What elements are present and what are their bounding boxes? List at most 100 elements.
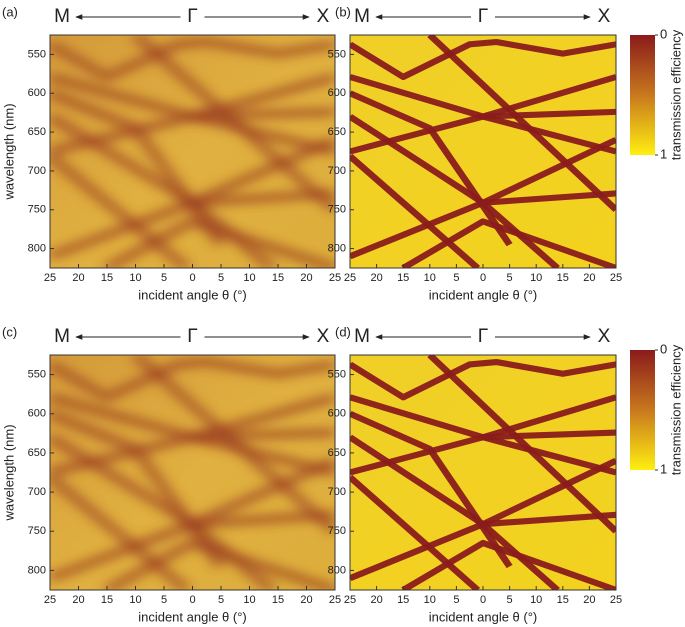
x-axis-title: incident angle θ (°) xyxy=(138,287,247,302)
x-tick-label: 20 xyxy=(72,272,84,284)
y-axis-title: wavelength (nm) xyxy=(1,103,16,200)
y-tick-label: 750 xyxy=(328,525,346,537)
x-tick-label: 0 xyxy=(480,594,486,606)
x-tick-label: 5 xyxy=(218,594,224,606)
x-tick-label: 5 xyxy=(453,272,459,284)
y-tick-label: 750 xyxy=(328,204,346,216)
colorbar-title: transmission efficiency xyxy=(668,344,683,475)
x-tick-label: 5 xyxy=(218,272,224,284)
colorbar-tick-label: 1 xyxy=(660,146,667,161)
x-tick-label: 20 xyxy=(72,594,84,606)
x-tick-label: 25 xyxy=(329,594,341,606)
x-tick-label: 15 xyxy=(101,594,113,606)
colorbar-title: transmission efficiency xyxy=(668,29,683,160)
y-tick-label: 600 xyxy=(28,87,46,99)
direction-label: X xyxy=(317,326,330,347)
panel-label: (b) xyxy=(335,4,351,19)
x-tick-label: 20 xyxy=(300,272,312,284)
direction-label: M xyxy=(54,326,70,347)
y-tick-label: 700 xyxy=(28,486,46,498)
x-tick-label: 10 xyxy=(129,272,141,284)
x-axis-title: incident angle θ (°) xyxy=(138,609,247,624)
direction-label: Γ xyxy=(187,326,197,347)
x-axis-title: incident angle θ (°) xyxy=(429,609,538,624)
x-tick-label: 25 xyxy=(344,272,356,284)
colorbar-tick-label: 1 xyxy=(660,461,667,476)
direction-label: M xyxy=(354,6,370,27)
colorbar xyxy=(630,35,655,155)
x-tick-label: 10 xyxy=(243,594,255,606)
x-tick-label: 0 xyxy=(189,594,195,606)
direction-label: Γ xyxy=(478,6,488,27)
x-tick-label: 10 xyxy=(530,272,542,284)
y-tick-label: 750 xyxy=(28,204,46,216)
heatmap xyxy=(50,35,335,268)
x-tick-label: 15 xyxy=(397,594,409,606)
colorbar-tick-label: 0 xyxy=(660,26,667,41)
y-tick-label: 600 xyxy=(328,87,346,99)
x-tick-label: 25 xyxy=(44,272,56,284)
y-tick-label: 800 xyxy=(28,242,46,254)
x-tick-label: 15 xyxy=(397,272,409,284)
y-tick-label: 600 xyxy=(328,408,346,420)
y-tick-label: 650 xyxy=(328,447,346,459)
y-tick-label: 800 xyxy=(328,242,346,254)
y-tick-label: 700 xyxy=(328,165,346,177)
x-tick-label: 15 xyxy=(272,272,284,284)
y-tick-label: 550 xyxy=(328,368,346,380)
x-tick-label: 10 xyxy=(129,594,141,606)
direction-label: M xyxy=(354,326,370,347)
panel-label: (d) xyxy=(335,324,351,339)
x-tick-label: 10 xyxy=(424,272,436,284)
y-tick-label: 550 xyxy=(28,368,46,380)
y-tick-label: 550 xyxy=(28,48,46,60)
x-tick-label: 5 xyxy=(161,272,167,284)
direction-label: Γ xyxy=(187,6,197,27)
y-tick-label: 800 xyxy=(28,564,46,576)
heatmap xyxy=(350,355,616,590)
y-tick-label: 700 xyxy=(28,165,46,177)
x-tick-label: 0 xyxy=(189,272,195,284)
x-tick-label: 15 xyxy=(557,272,569,284)
x-tick-label: 15 xyxy=(101,272,113,284)
x-tick-label: 20 xyxy=(300,594,312,606)
x-tick-label: 25 xyxy=(344,594,356,606)
x-tick-label: 10 xyxy=(530,594,542,606)
x-tick-label: 5 xyxy=(161,594,167,606)
x-axis-title: incident angle θ (°) xyxy=(429,287,538,302)
x-tick-label: 5 xyxy=(453,594,459,606)
x-tick-label: 20 xyxy=(583,272,595,284)
x-tick-label: 10 xyxy=(424,594,436,606)
x-tick-label: 15 xyxy=(557,594,569,606)
colorbar-tick-label: 0 xyxy=(660,341,667,356)
x-tick-label: 15 xyxy=(272,594,284,606)
x-tick-label: 5 xyxy=(507,272,513,284)
heatmap xyxy=(50,355,335,590)
y-tick-label: 800 xyxy=(328,564,346,576)
x-tick-label: 20 xyxy=(370,594,382,606)
direction-label: M xyxy=(54,6,70,27)
x-tick-label: 25 xyxy=(610,272,622,284)
y-tick-label: 700 xyxy=(328,486,346,498)
panel-label: (c) xyxy=(2,324,17,339)
y-tick-label: 650 xyxy=(28,126,46,138)
x-tick-label: 10 xyxy=(243,272,255,284)
direction-label: X xyxy=(598,326,611,347)
heatmap xyxy=(350,35,616,268)
y-tick-label: 600 xyxy=(28,408,46,420)
x-tick-label: 25 xyxy=(44,594,56,606)
x-tick-label: 20 xyxy=(370,272,382,284)
x-tick-label: 0 xyxy=(480,272,486,284)
direction-label: X xyxy=(317,6,330,27)
y-tick-label: 650 xyxy=(328,126,346,138)
x-tick-label: 25 xyxy=(329,272,341,284)
x-tick-label: 5 xyxy=(507,594,513,606)
colorbar xyxy=(630,350,655,470)
y-tick-label: 750 xyxy=(28,525,46,537)
direction-label: Γ xyxy=(478,326,488,347)
x-tick-label: 25 xyxy=(610,594,622,606)
panel-label: (a) xyxy=(2,4,18,19)
direction-label: X xyxy=(598,6,611,27)
y-tick-label: 550 xyxy=(328,48,346,60)
